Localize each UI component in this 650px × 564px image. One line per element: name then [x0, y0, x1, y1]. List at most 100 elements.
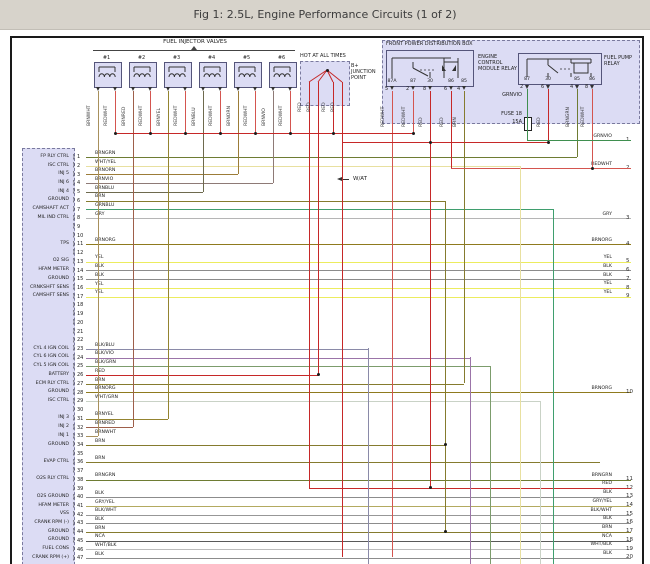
injector-wire	[98, 91, 99, 437]
connector-pin-bracket: )	[72, 275, 75, 283]
relay-pin-number: 4	[570, 84, 574, 90]
relay-wire	[577, 89, 578, 157]
connector-row-wire	[86, 392, 631, 394]
junction-dot	[288, 131, 292, 135]
connector-row-wire	[86, 357, 470, 359]
pin-arrow-icon	[410, 86, 415, 90]
pin-arrow-icon	[252, 87, 257, 91]
wire-color-label: BRNBLU	[95, 185, 115, 191]
connector-row-wire	[86, 296, 631, 298]
connector-row-wire	[86, 270, 631, 272]
injector-coil-icon	[168, 66, 186, 78]
connector-pin-bracket: )	[72, 528, 75, 536]
connector-row-wire	[86, 418, 168, 420]
injector-wire	[168, 91, 169, 419]
injector-id-label: #1	[102, 55, 111, 61]
relay-pin-number: 4	[457, 85, 461, 92]
connector-pin-bracket: )	[72, 467, 75, 475]
connector-pin-number: 22	[77, 337, 84, 344]
connector-row-wire	[86, 174, 238, 176]
connector-pin-number: 19	[77, 311, 84, 318]
pin-arrow-icon	[270, 87, 275, 91]
connector-pin-number: 29	[77, 398, 84, 405]
vertical-run-wire	[470, 357, 471, 564]
connector-row-label: ISC CTRL	[47, 162, 69, 168]
ecm-relay-internals	[391, 57, 459, 78]
injector-coil-icon	[203, 66, 221, 78]
connector-pin-number: 37	[77, 468, 84, 475]
connector-pin-bracket: )	[72, 423, 75, 431]
wat-arrow-icon	[337, 177, 342, 181]
connector-pin-number: 16	[77, 285, 84, 291]
pin-arrow-icon	[147, 87, 152, 91]
relay-pin-number: 8	[585, 84, 589, 90]
connector-row-label: FUEL CONS	[42, 546, 69, 552]
connector-row-label: CAMSHFT SENS	[32, 293, 69, 299]
connector-pin-number: 18	[77, 302, 84, 309]
relay-pin-number: 6	[541, 84, 545, 90]
connector-row-wire	[86, 157, 577, 158]
relay-pin-number: 6	[444, 85, 448, 92]
connector-pin-number: 45	[77, 537, 84, 544]
connector-pin-bracket: )	[72, 388, 75, 396]
connector-row-label: INJ 6	[58, 179, 69, 185]
pin-arrow-icon	[112, 87, 117, 91]
right-terminal-wire-label: BRNORG	[591, 385, 612, 391]
right-terminal-wire-label: RED	[602, 481, 612, 487]
connector-pin-bracket: )	[72, 458, 75, 466]
wire-color-label: BLK	[95, 551, 104, 557]
connector-row-label: HFAM METER	[38, 267, 69, 273]
connector-pin-bracket: )	[72, 380, 75, 388]
connector-row-label: EVAP CTRL	[43, 459, 69, 464]
connector-row-label: FP RLY CTRL	[40, 153, 69, 159]
connector-pin-number: 34	[77, 441, 84, 448]
connector-pin-number: 17	[77, 293, 84, 300]
junction-dot	[148, 131, 152, 135]
right-terminal-wire-label: YEL	[603, 255, 612, 261]
connector-pin-bracket: )	[72, 484, 75, 492]
connector-pin-bracket: )	[72, 511, 75, 519]
injector-box	[233, 62, 262, 88]
right-terminal-wire-label: BLK	[603, 272, 612, 278]
connector-row-wire	[86, 287, 631, 289]
wire-color-label: BRN	[95, 377, 105, 383]
wire-color-label: RED	[419, 117, 424, 127]
injector-wire	[273, 91, 274, 184]
injector-wire	[150, 91, 151, 133]
connector-pin-number: 5	[77, 189, 81, 196]
connector-pin-bracket: )	[72, 327, 75, 335]
connector-pin-bracket: )	[72, 406, 75, 414]
wire-color-label: REDWHT	[139, 105, 144, 126]
fuse-symbol	[524, 117, 532, 131]
right-terminal-wire-label: BRN	[602, 524, 612, 530]
wire-color-label: YEL	[95, 281, 104, 287]
wire-color-label: BRNORN	[227, 105, 232, 126]
wire-color-label: BRNORG	[95, 386, 116, 392]
wire-color-label: BRNWHT	[87, 105, 92, 126]
injector-coil-icon	[238, 66, 256, 78]
junction-dot	[411, 131, 415, 135]
right-terminal-wire-label: BRNORG	[591, 237, 612, 243]
wire-color-label: BRNGRN	[95, 473, 116, 479]
wire-color-label: BRNBLU	[192, 107, 197, 126]
wire-color-label: REDWHT	[244, 105, 249, 126]
connector-pin-bracket: )	[72, 371, 75, 379]
b-plus-wire	[309, 82, 310, 488]
relay-wire	[430, 91, 431, 488]
connector-pin-number: 6	[77, 197, 81, 204]
connector-pin-number: 27	[77, 380, 84, 387]
pin-arrow-icon	[448, 86, 453, 90]
connector-pin-bracket: )	[72, 214, 75, 222]
connector-pin-number: 44	[77, 529, 84, 536]
wire-color-label: BRNRED	[95, 421, 115, 427]
connector-pin-bracket: )	[72, 336, 75, 344]
connector-row-wire	[86, 348, 368, 350]
wire-color-label: BLK/GRN	[95, 360, 116, 366]
relay-wire	[548, 89, 549, 142]
connector-pin-number: 20	[77, 319, 84, 326]
connector-pin-number: 39	[77, 485, 84, 492]
connector-row-wire	[86, 366, 490, 368]
connector-pin-number: 42	[77, 511, 84, 518]
connector-pin-bracket: )	[72, 345, 75, 353]
